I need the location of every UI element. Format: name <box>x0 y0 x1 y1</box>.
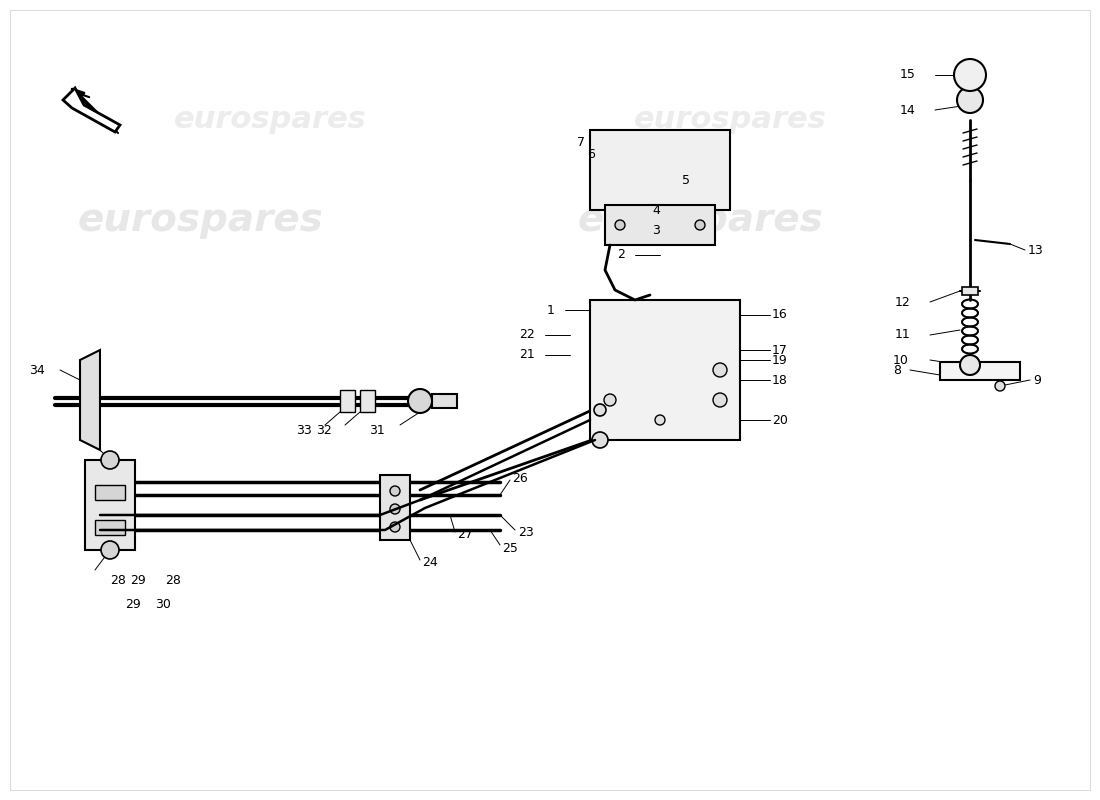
Polygon shape <box>80 350 100 450</box>
Circle shape <box>604 394 616 406</box>
Text: 28: 28 <box>165 574 180 586</box>
Text: eurospares: eurospares <box>634 106 826 134</box>
Bar <box>590 130 730 210</box>
Circle shape <box>101 451 119 469</box>
Circle shape <box>996 381 1005 391</box>
Bar <box>95 520 125 535</box>
Circle shape <box>408 389 432 413</box>
Bar <box>590 300 740 440</box>
Bar <box>432 394 456 408</box>
Bar <box>962 287 978 295</box>
Text: eurospares: eurospares <box>77 201 323 239</box>
Text: 13: 13 <box>1028 243 1044 257</box>
Circle shape <box>954 59 986 91</box>
Text: 22: 22 <box>519 329 535 342</box>
Circle shape <box>390 486 400 496</box>
Text: 2: 2 <box>617 249 625 262</box>
Circle shape <box>695 220 705 230</box>
Text: 3: 3 <box>652 223 660 237</box>
Text: 17: 17 <box>772 343 788 357</box>
Text: 31: 31 <box>370 423 385 437</box>
Bar <box>940 362 1020 380</box>
Text: 15: 15 <box>900 69 916 82</box>
Text: 23: 23 <box>518 526 534 538</box>
Bar <box>379 475 410 540</box>
Circle shape <box>594 404 606 416</box>
Text: 18: 18 <box>772 374 788 386</box>
Text: 24: 24 <box>422 555 438 569</box>
Circle shape <box>615 220 625 230</box>
Polygon shape <box>63 88 120 132</box>
Circle shape <box>390 504 400 514</box>
Text: 32: 32 <box>317 423 332 437</box>
Text: eurospares: eurospares <box>578 201 823 239</box>
Bar <box>85 460 135 550</box>
Text: 16: 16 <box>772 309 788 322</box>
Circle shape <box>592 432 608 448</box>
Text: eurospares: eurospares <box>174 106 366 134</box>
Bar <box>340 390 355 412</box>
Text: 34: 34 <box>30 363 45 377</box>
Text: 1: 1 <box>547 303 556 317</box>
Text: 20: 20 <box>772 414 788 426</box>
Bar <box>605 205 715 245</box>
Text: 11: 11 <box>895 329 911 342</box>
Text: 4: 4 <box>652 203 660 217</box>
Circle shape <box>960 355 980 375</box>
Circle shape <box>713 393 727 407</box>
Text: 29: 29 <box>130 574 145 586</box>
Text: 19: 19 <box>772 354 788 366</box>
Text: 10: 10 <box>893 354 909 366</box>
Text: 12: 12 <box>895 295 911 309</box>
Text: 29: 29 <box>125 598 141 611</box>
Circle shape <box>390 522 400 532</box>
Text: 33: 33 <box>296 423 312 437</box>
Text: 6: 6 <box>587 149 595 162</box>
Text: 9: 9 <box>1033 374 1041 386</box>
Text: 26: 26 <box>512 471 528 485</box>
Text: 28: 28 <box>110 574 125 586</box>
Bar <box>95 485 125 500</box>
Text: 8: 8 <box>893 363 901 377</box>
Text: 27: 27 <box>456 529 473 542</box>
Text: 21: 21 <box>519 349 535 362</box>
Text: 14: 14 <box>900 103 915 117</box>
Circle shape <box>654 415 666 425</box>
Text: 5: 5 <box>682 174 690 186</box>
Circle shape <box>101 541 119 559</box>
Text: 30: 30 <box>155 598 170 611</box>
Circle shape <box>957 87 983 113</box>
Bar <box>360 390 375 412</box>
Circle shape <box>713 363 727 377</box>
Text: 25: 25 <box>502 542 518 554</box>
Text: 7: 7 <box>578 135 585 149</box>
